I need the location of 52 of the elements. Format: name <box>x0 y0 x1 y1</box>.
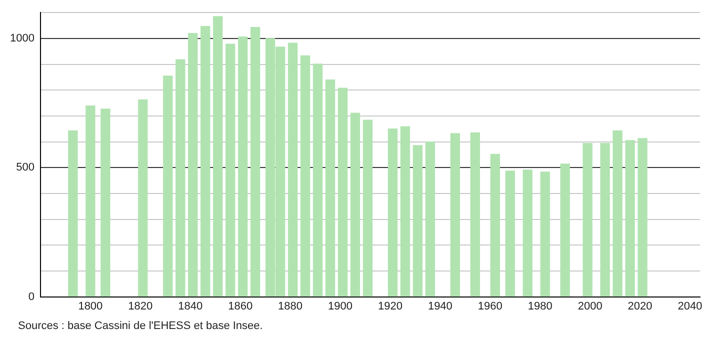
bar <box>300 55 310 297</box>
bar <box>176 59 186 297</box>
bar <box>325 79 336 297</box>
bar <box>400 126 410 297</box>
bar <box>560 164 570 297</box>
bar <box>188 32 198 297</box>
bar <box>226 44 236 297</box>
x-tick-label: 2020 <box>628 300 652 312</box>
bar <box>350 112 360 297</box>
bar <box>288 42 298 297</box>
y-tick-label: 0 <box>28 290 34 303</box>
bar <box>625 140 635 297</box>
bar <box>505 170 515 297</box>
bar <box>638 138 648 297</box>
bar <box>490 154 500 297</box>
bar <box>213 16 223 297</box>
bar <box>612 130 622 297</box>
bar <box>450 133 460 297</box>
bar <box>412 145 423 297</box>
bar <box>540 172 550 297</box>
bar <box>100 108 110 297</box>
bar <box>138 99 148 297</box>
bar <box>163 76 173 297</box>
bar <box>582 143 592 297</box>
bar <box>68 130 78 297</box>
bar <box>362 120 373 297</box>
y-tick-label: 1000 <box>10 32 34 44</box>
x-tick-label: 1980 <box>528 300 552 312</box>
x-tick-label: 1960 <box>478 300 502 312</box>
x-tick-label: 1880 <box>278 300 303 312</box>
y-tick-label: 500 <box>16 162 34 174</box>
bar <box>200 26 210 297</box>
x-tick-label: 2000 <box>578 300 602 312</box>
x-tick-label: 1900 <box>328 300 352 312</box>
bar <box>425 141 436 297</box>
bar <box>388 128 398 297</box>
bar <box>338 88 348 297</box>
x-tick-label: 1820 <box>128 300 153 312</box>
bar <box>600 143 610 297</box>
x-tick-label: 1840 <box>178 300 203 312</box>
x-tick-label: 1920 <box>378 300 402 312</box>
bar <box>312 64 323 297</box>
bar <box>250 26 260 297</box>
bar <box>86 106 96 297</box>
bar <box>238 36 248 297</box>
x-tick-label: 2040 <box>678 300 702 312</box>
source-note: Sources : base Cassini de l'EHESS et base Insee. <box>18 320 263 332</box>
x-tick-label: 1940 <box>428 300 452 312</box>
x-tick-label: 1800 <box>78 300 103 312</box>
x-tick-label: 1860 <box>228 300 253 312</box>
bar <box>470 132 480 297</box>
bar <box>522 170 532 297</box>
